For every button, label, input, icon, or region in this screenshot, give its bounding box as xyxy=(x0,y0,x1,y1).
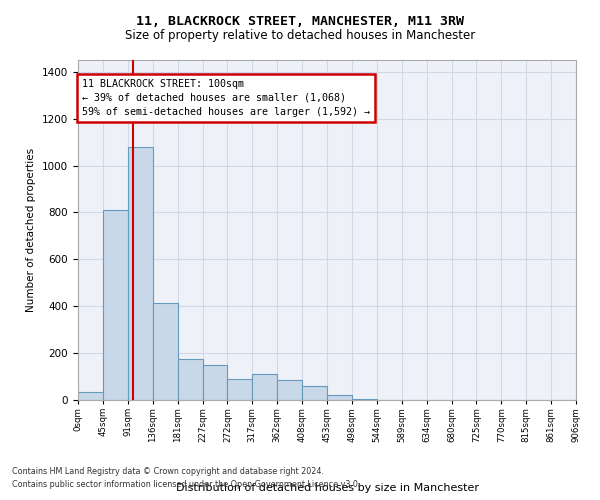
Bar xyxy=(103,210,128,400)
Bar xyxy=(327,396,352,400)
Bar xyxy=(152,302,178,400)
Bar xyxy=(352,399,377,400)
Bar xyxy=(253,374,277,400)
Text: Contains public sector information licensed under the Open Government Licence v3: Contains public sector information licen… xyxy=(12,480,361,489)
Bar xyxy=(302,386,327,400)
X-axis label: Distribution of detached houses by size in Manchester: Distribution of detached houses by size … xyxy=(176,484,479,494)
Text: Contains HM Land Registry data © Crown copyright and database right 2024.: Contains HM Land Registry data © Crown c… xyxy=(12,468,324,476)
Text: Size of property relative to detached houses in Manchester: Size of property relative to detached ho… xyxy=(125,29,475,42)
Bar xyxy=(203,365,227,400)
Bar xyxy=(227,379,253,400)
Bar xyxy=(277,380,302,400)
Bar xyxy=(78,392,103,400)
Bar xyxy=(178,359,203,400)
Y-axis label: Number of detached properties: Number of detached properties xyxy=(26,148,37,312)
Text: 11 BLACKROCK STREET: 100sqm
← 39% of detached houses are smaller (1,068)
59% of : 11 BLACKROCK STREET: 100sqm ← 39% of det… xyxy=(82,79,370,117)
Bar xyxy=(128,147,153,400)
Text: 11, BLACKROCK STREET, MANCHESTER, M11 3RW: 11, BLACKROCK STREET, MANCHESTER, M11 3R… xyxy=(136,15,464,28)
